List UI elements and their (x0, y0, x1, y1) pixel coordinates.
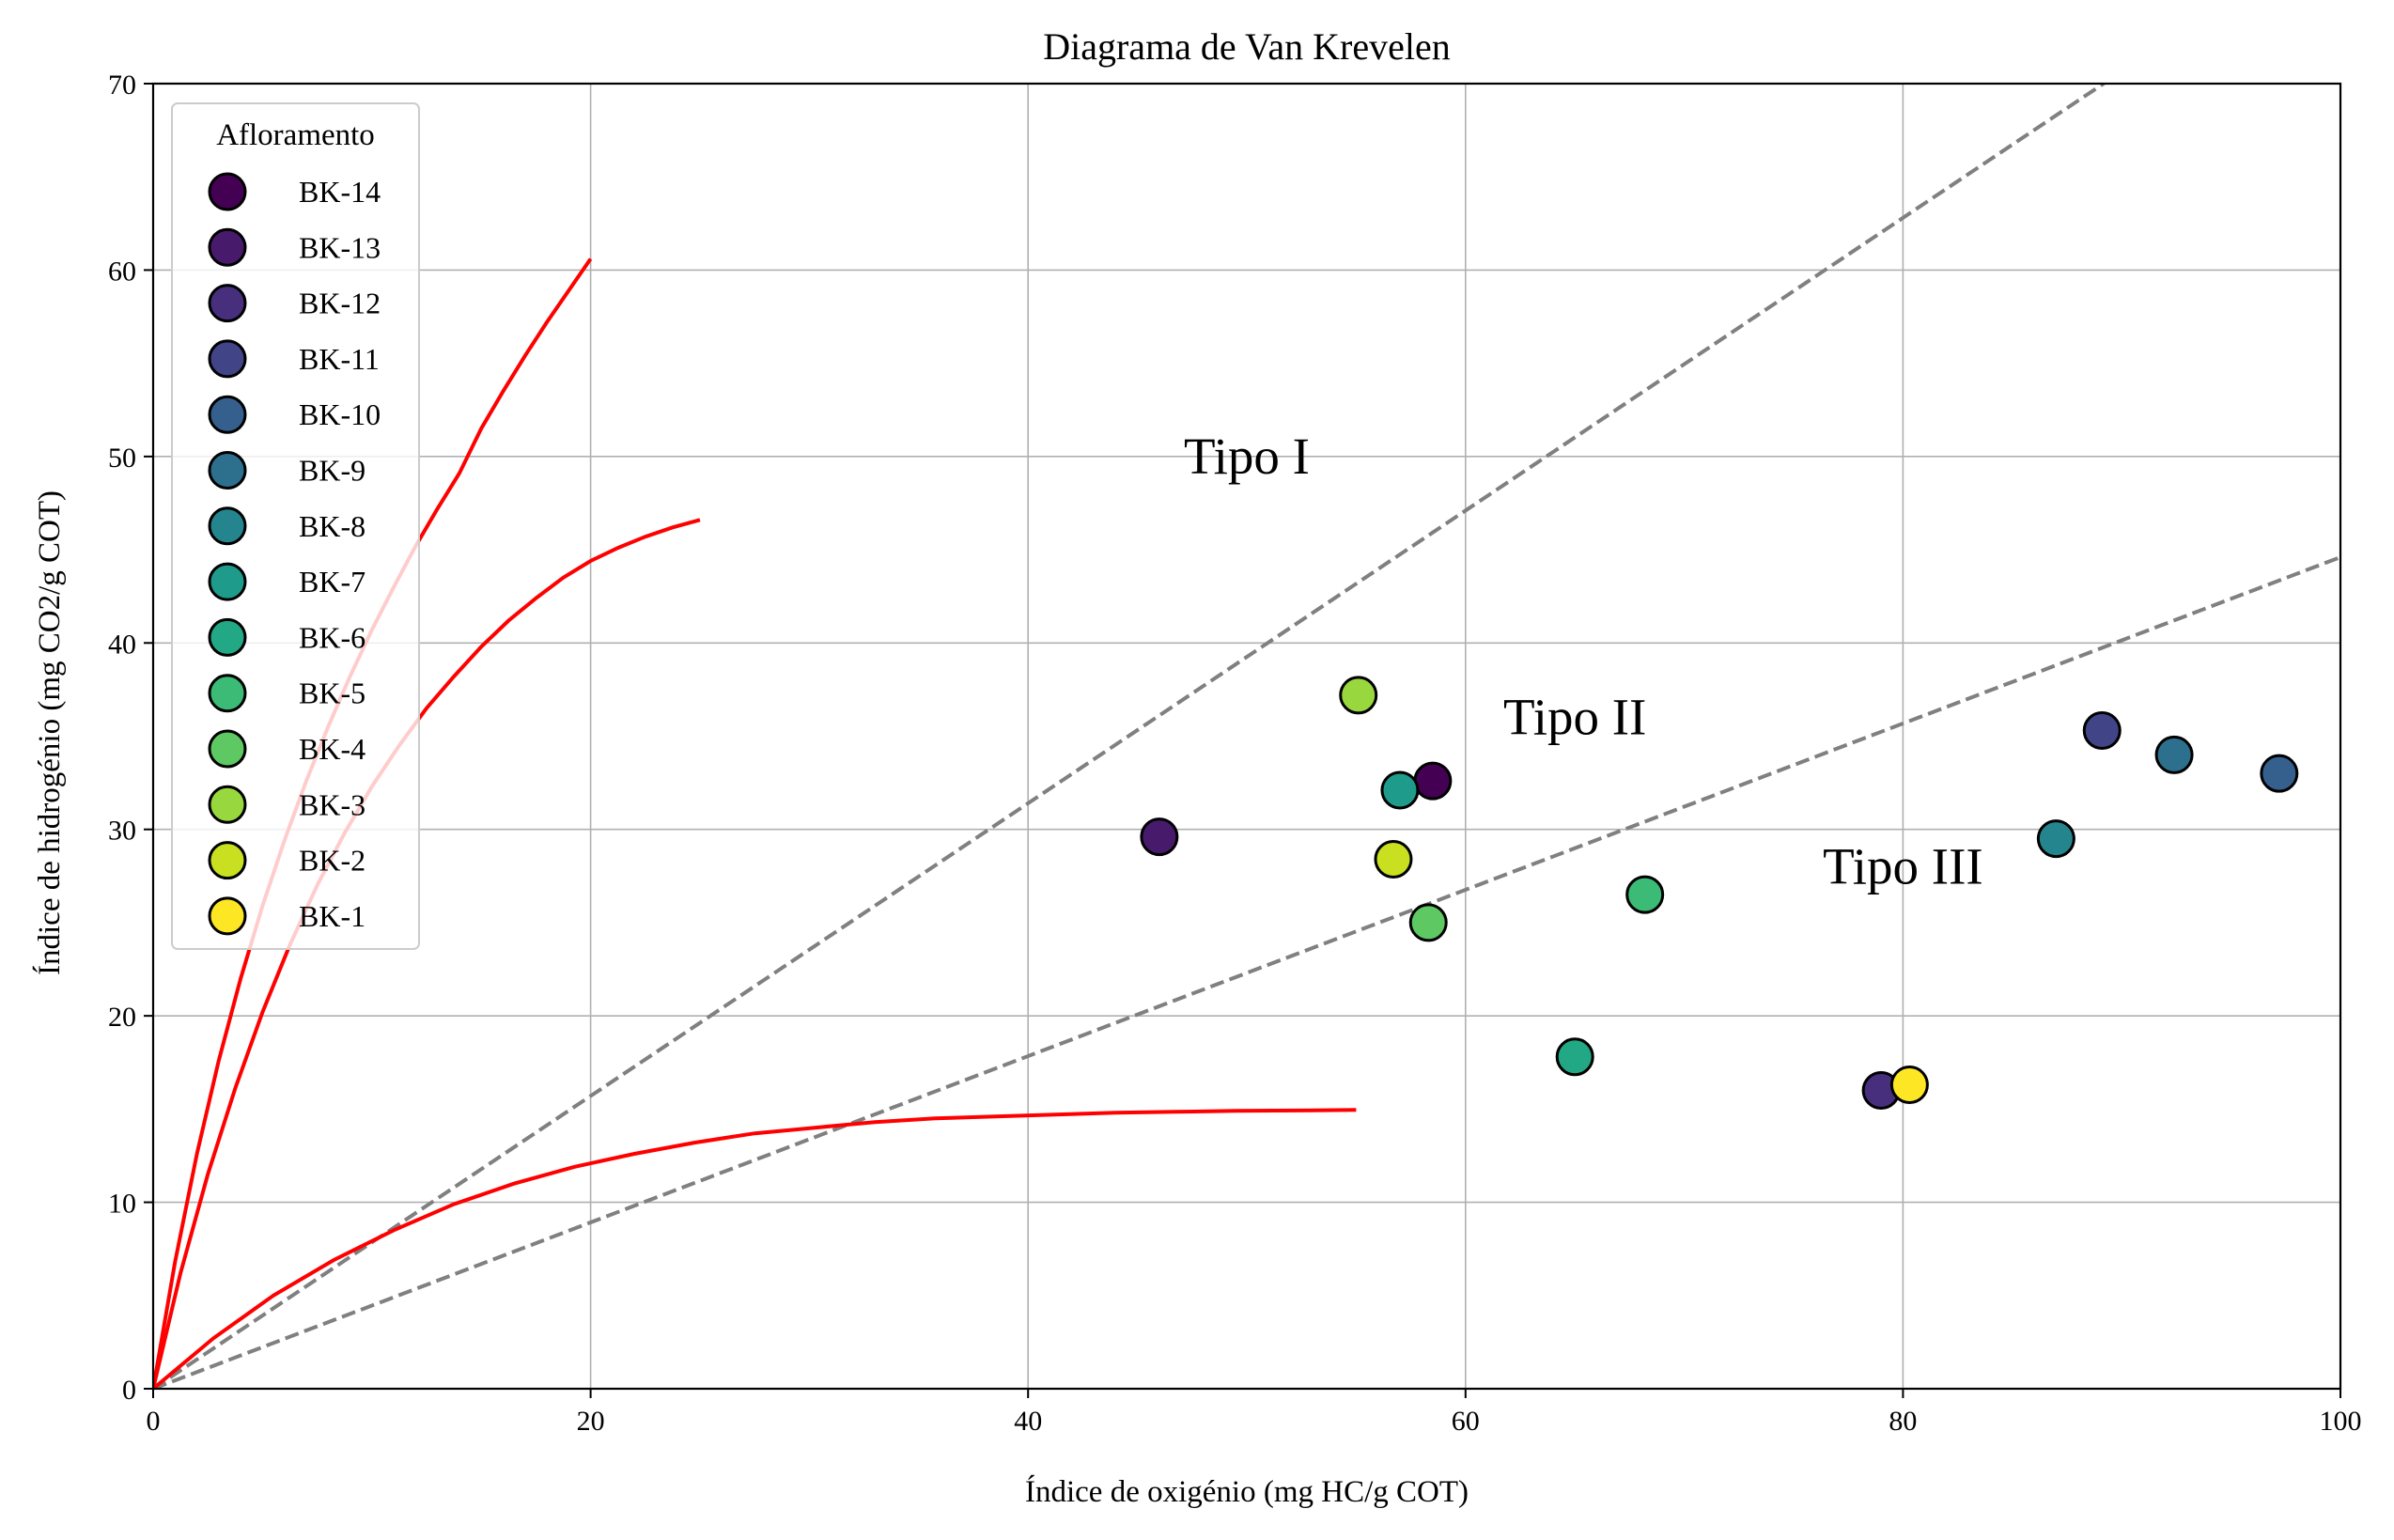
legend-label: BK-6 (299, 620, 365, 654)
data-point (1374, 839, 1413, 879)
plot-lines (153, 84, 2340, 1389)
data-point (2036, 819, 2075, 859)
data-point (2260, 754, 2299, 793)
legend-marker (208, 395, 247, 434)
legend-marker (208, 841, 247, 880)
maturation-curve (153, 518, 701, 1389)
legend-marker (208, 562, 247, 601)
legend-label: BK-11 (299, 342, 380, 376)
x-tick-label: 80 (1889, 1406, 1917, 1437)
y-tick-label: 50 (108, 443, 136, 474)
x-tick-label: 0 (147, 1406, 161, 1437)
legend-label: BK-13 (299, 230, 381, 264)
dashed-reference-line (153, 555, 2340, 1389)
legend-label: BK-1 (299, 899, 365, 933)
axes: 0 20 40 60 80 100 0 10 20 30 40 50 60 70 (108, 70, 2362, 1437)
data-point (1555, 1037, 1594, 1077)
legend-label: BK-4 (299, 732, 365, 766)
data-point (1140, 817, 1179, 857)
type-annotation: Tipo III (1823, 837, 1983, 894)
data-point (2154, 735, 2194, 774)
legend-marker (208, 506, 247, 546)
legend-label: BK-12 (299, 287, 381, 320)
x-tick-label: 100 (2320, 1406, 2362, 1437)
y-tick-label: 60 (108, 256, 136, 287)
data-point (1625, 875, 1665, 914)
legend-label: BK-9 (299, 454, 365, 488)
legend: Afloramento BK-14 BK-13 BK-12 BK-11 BK-10 BK-9… (171, 102, 420, 950)
legend-marker (208, 729, 247, 769)
legend-title: Afloramento (216, 118, 375, 152)
y-tick-label: 40 (108, 629, 136, 660)
legend-label: BK-5 (299, 677, 365, 710)
legend-marker (208, 451, 247, 490)
legend-marker (208, 896, 247, 936)
data-points (1140, 676, 2299, 1111)
y-tick-label: 10 (108, 1189, 136, 1220)
legend-label: BK-3 (299, 787, 365, 821)
x-tick-label: 20 (577, 1406, 605, 1437)
legend-marker (208, 617, 247, 657)
data-point (1408, 903, 1448, 942)
y-axis-label: Índice de hidrogénio (mg CO2/g COT) (32, 490, 67, 975)
legend-label: BK-2 (299, 844, 365, 878)
axes-frame (151, 82, 2342, 1391)
type-annotation: Tipo I (1184, 428, 1310, 485)
legend-label: BK-14 (299, 175, 381, 209)
legend-label: BK-7 (299, 565, 365, 599)
y-tick-label: 0 (122, 1375, 136, 1406)
annotations: Tipo I Tipo II Tipo III (1184, 428, 1983, 895)
x-axis-label: Índice de oxigénio (mg HC/g COT) (1025, 1474, 1469, 1509)
legend-marker (208, 284, 247, 323)
chart-title: Diagrama de Van Krevelen (1043, 25, 1451, 68)
y-tick-label: 30 (108, 816, 136, 847)
legend-marker (208, 785, 247, 824)
legend-marker (208, 339, 247, 379)
y-tick-label: 20 (108, 1002, 136, 1033)
data-point (2082, 711, 2122, 751)
maturation-curve (153, 1108, 1357, 1389)
legend-marker (208, 172, 247, 211)
legend-marker (208, 674, 247, 713)
data-point (1889, 1066, 1929, 1105)
dashed-reference-line (153, 84, 2107, 1389)
type-annotation: Tipo II (1503, 689, 1646, 746)
x-tick-label: 40 (1014, 1406, 1042, 1437)
legend-label: BK-10 (299, 397, 381, 431)
x-tick-label: 60 (1452, 1406, 1480, 1437)
data-point (1380, 770, 1420, 810)
data-point (1413, 761, 1453, 801)
legend-label: BK-8 (299, 509, 365, 543)
y-tick-label: 70 (108, 70, 136, 101)
legend-marker (208, 227, 247, 267)
data-point (1339, 676, 1378, 715)
